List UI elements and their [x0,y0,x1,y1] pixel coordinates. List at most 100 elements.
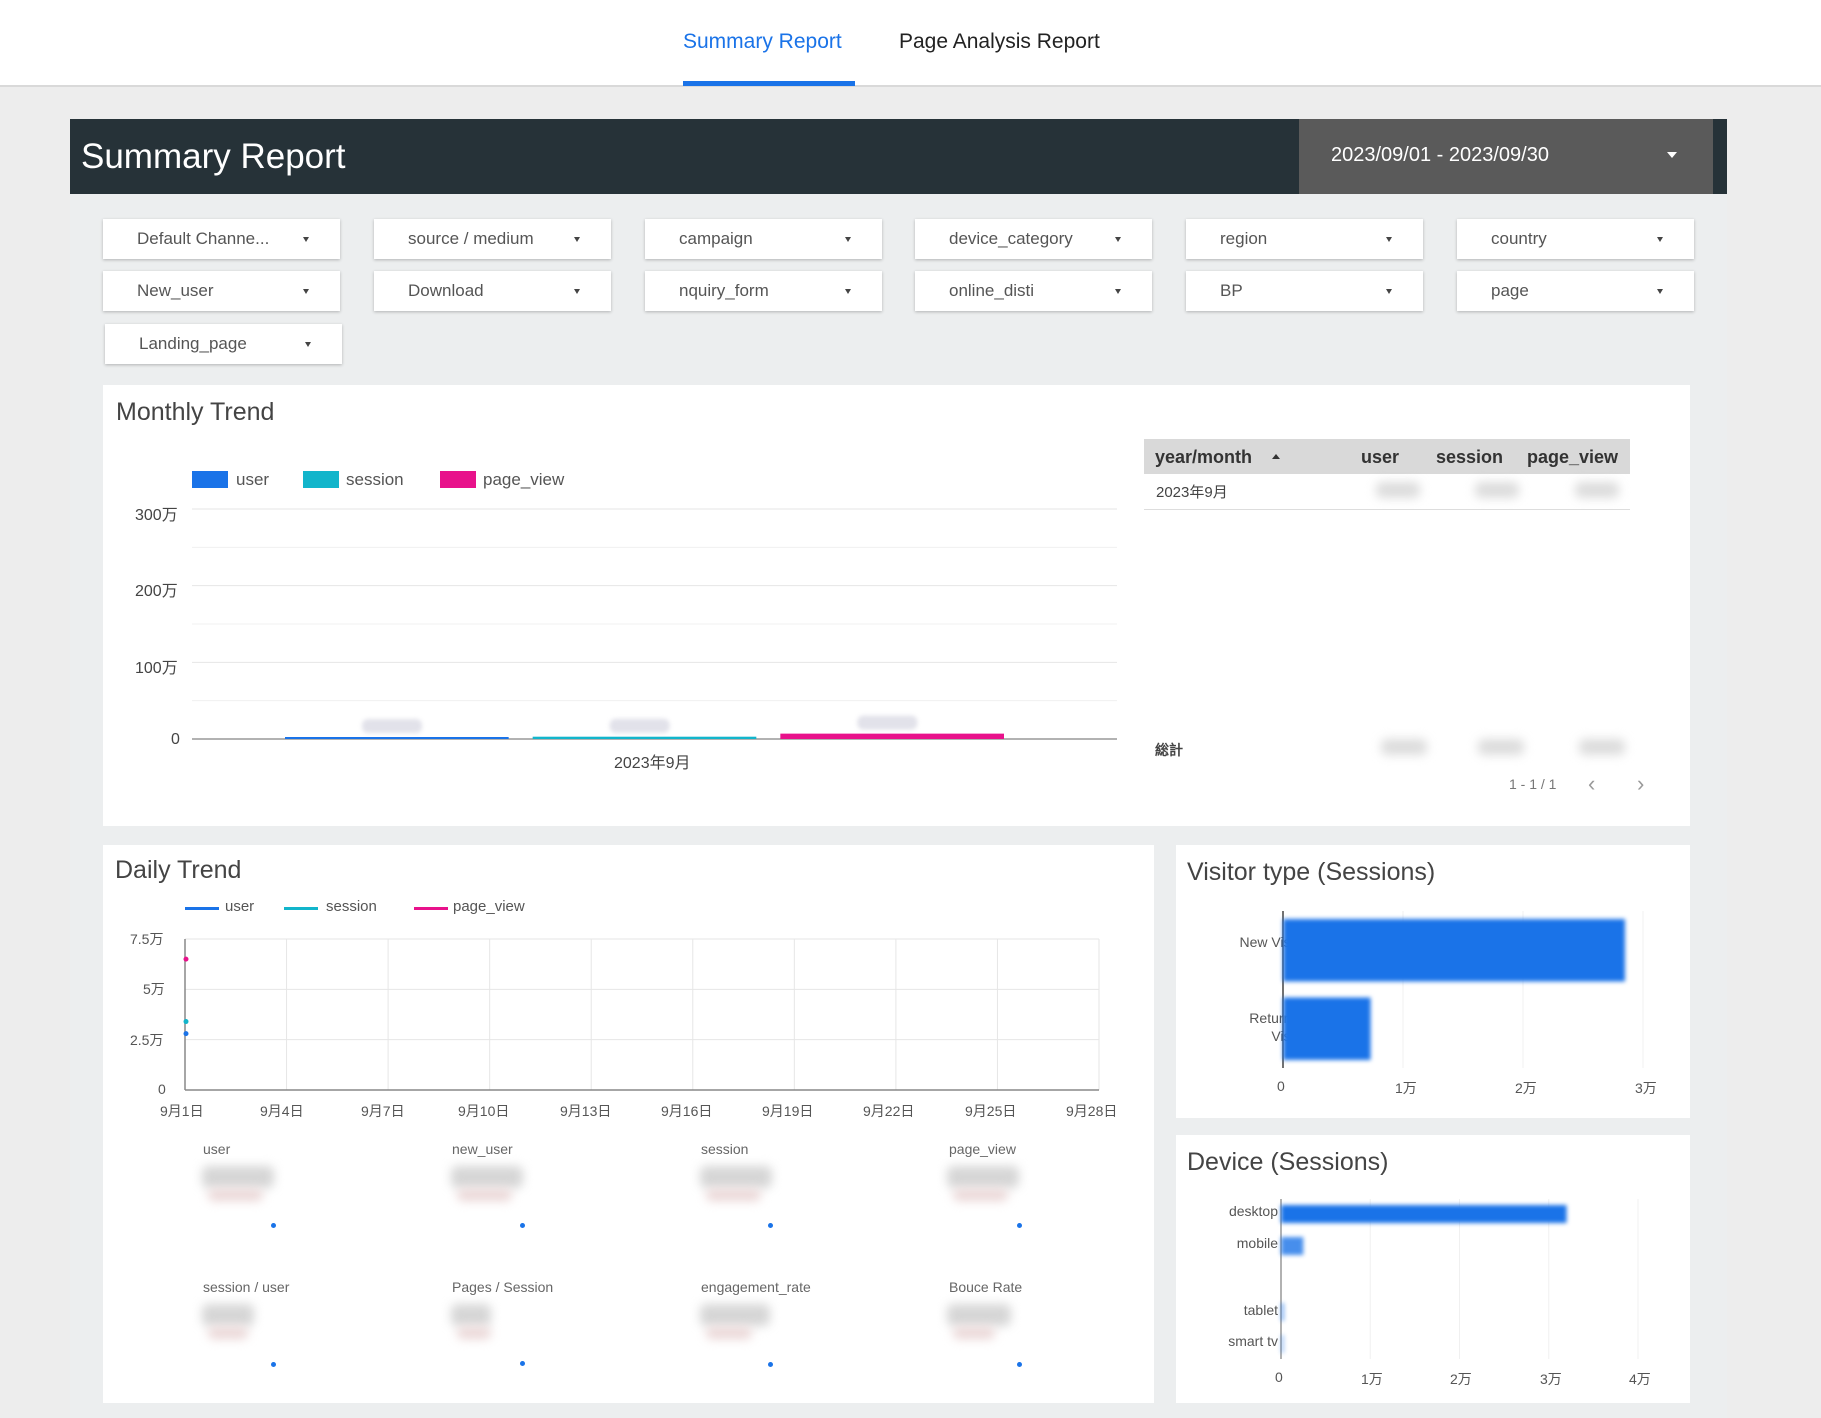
dropdown-arrow-icon [1115,289,1121,294]
report-header: Summary Report 2023/09/01 - 2023/09/30 [70,119,1727,194]
redacted-scorecard-delta [953,1189,1008,1201]
table-pagination-info: 1 - 1 / 1 [1509,776,1557,792]
bar-category-label: smart tv [1228,1333,1278,1349]
filter-inquiry-form[interactable]: nquiry_form [645,271,882,311]
scorecard-indicator [271,1362,276,1367]
scorecard-indicator [520,1361,525,1366]
legend-line-user [185,907,219,910]
redacted-value [1575,482,1619,498]
visitor-type-title: Visitor type (Sessions) [1187,858,1436,886]
scorecard-indicator [271,1223,276,1228]
redacted-total [1478,739,1524,755]
bar-category-label: mobile [1236,1235,1278,1251]
filter-country[interactable]: country [1457,219,1694,259]
filter-page[interactable]: page [1457,271,1694,311]
filter-label: campaign [679,229,753,248]
y-tick-label: 100万 [135,660,178,677]
y-tick-label: 0 [171,731,180,748]
redacted-value [1376,482,1420,498]
x-tick-label: 3万 [1540,1371,1562,1387]
legend-swatch-page-view [440,471,476,488]
scorecard-indicator [520,1223,525,1228]
filter-label: New_user [137,281,214,300]
tab-page-analysis-report[interactable]: Page Analysis Report [899,30,1100,53]
filter-label: region [1220,229,1268,248]
scorecard-indicator [768,1223,773,1228]
point-session [183,1019,189,1025]
filter-default-channel[interactable]: Default Channe... [103,219,340,259]
scorecard-label: page_view [949,1141,1016,1157]
monthly-table-header: year/month user session page_view [1144,439,1630,474]
column-header-year-month[interactable]: year/month [1155,447,1253,467]
table-total-label: 総計 [1155,742,1183,758]
filter-campaign[interactable]: campaign [645,219,882,259]
tab-summary-report[interactable]: Summary Report [683,30,842,53]
redacted-scorecard-delta [208,1189,263,1201]
scorecard-label: Bouce Rate [949,1279,1023,1295]
x-tick-label: 9月4日 [260,1103,304,1119]
legend-swatch-session [303,471,339,488]
redacted-scorecard-delta [706,1189,761,1201]
monthly-trend-title: Monthly Trend [116,398,275,426]
redacted-scorecard-value [451,1166,523,1188]
legend-line-page-view [414,907,448,910]
dropdown-arrow-icon [1657,289,1663,294]
filter-online-disti[interactable]: online_disti [915,271,1152,311]
table-row-label: 2023年9月 [1156,484,1228,501]
bar-category-label: desktop [1228,1203,1278,1219]
x-tick-label: 9月28日 [1066,1103,1118,1119]
device-title: Device (Sessions) [1187,1148,1389,1176]
redacted-scorecard-value [947,1304,1011,1326]
bar-user [285,737,509,739]
filter-source-medium[interactable]: source / medium [374,219,611,259]
filter-label: BP [1220,281,1243,300]
filter-download[interactable]: Download [374,271,611,311]
redacted-scorecard-value [700,1166,772,1188]
column-header-session[interactable]: session [1436,447,1504,467]
redacted-scorecard-delta [953,1327,995,1339]
scorecard-indicator [1017,1362,1022,1367]
x-tick-label: 9月7日 [361,1103,405,1119]
chevron-right-icon[interactable]: › [1637,771,1645,796]
redacted-scorecard-value [202,1304,254,1326]
legend-label-user: user [225,898,255,915]
filter-region[interactable]: region [1186,219,1423,259]
x-tick-label: 0 [1275,1369,1283,1385]
legend-line-session [284,907,318,910]
chevron-left-icon[interactable]: ‹ [1588,771,1596,796]
redacted-data-label [362,719,422,733]
filter-bp[interactable]: BP [1186,271,1423,311]
filter-landing-page[interactable]: Landing_page [105,324,342,364]
scorecard-label: Pages / Session [452,1279,554,1295]
column-header-user[interactable]: user [1361,447,1400,467]
x-tick-label: 9月19日 [762,1103,814,1119]
filter-label: source / medium [408,229,534,248]
y-tick-label: 300万 [135,507,178,524]
dropdown-arrow-icon [303,237,309,242]
legend-swatch-user [192,471,228,488]
filter-device-category[interactable]: device_category [915,219,1152,259]
dropdown-arrow-icon [845,289,851,294]
x-tick-label: 9月25日 [965,1103,1017,1119]
column-header-page-view[interactable]: page_view [1527,447,1619,467]
redacted-value [1475,482,1519,498]
dropdown-arrow-icon [1115,237,1121,242]
dropdown-arrow-icon [1386,237,1392,242]
x-tick-label: 9月13日 [560,1103,612,1119]
x-tick-label: 2万 [1515,1080,1537,1096]
filter-label: Landing_page [139,334,247,353]
x-tick-label: 9月10日 [458,1103,510,1119]
filter-new-user[interactable]: New_user [103,271,340,311]
redacted-data-label [857,715,918,730]
filter-label: online_disti [949,281,1035,300]
scorecard-label: user [203,1141,231,1157]
x-tick-label: 0 [1277,1078,1285,1094]
dropdown-arrow-icon [1386,289,1392,294]
point-page_view [183,956,189,962]
x-tick-label: 9月16日 [661,1103,713,1119]
legend-label-session: session [346,470,404,489]
date-range-picker[interactable]: 2023/09/01 - 2023/09/30 [1299,119,1713,194]
filter-label: country [1491,229,1547,248]
device-panel [1176,1135,1690,1403]
filter-label: device_category [949,229,1073,248]
